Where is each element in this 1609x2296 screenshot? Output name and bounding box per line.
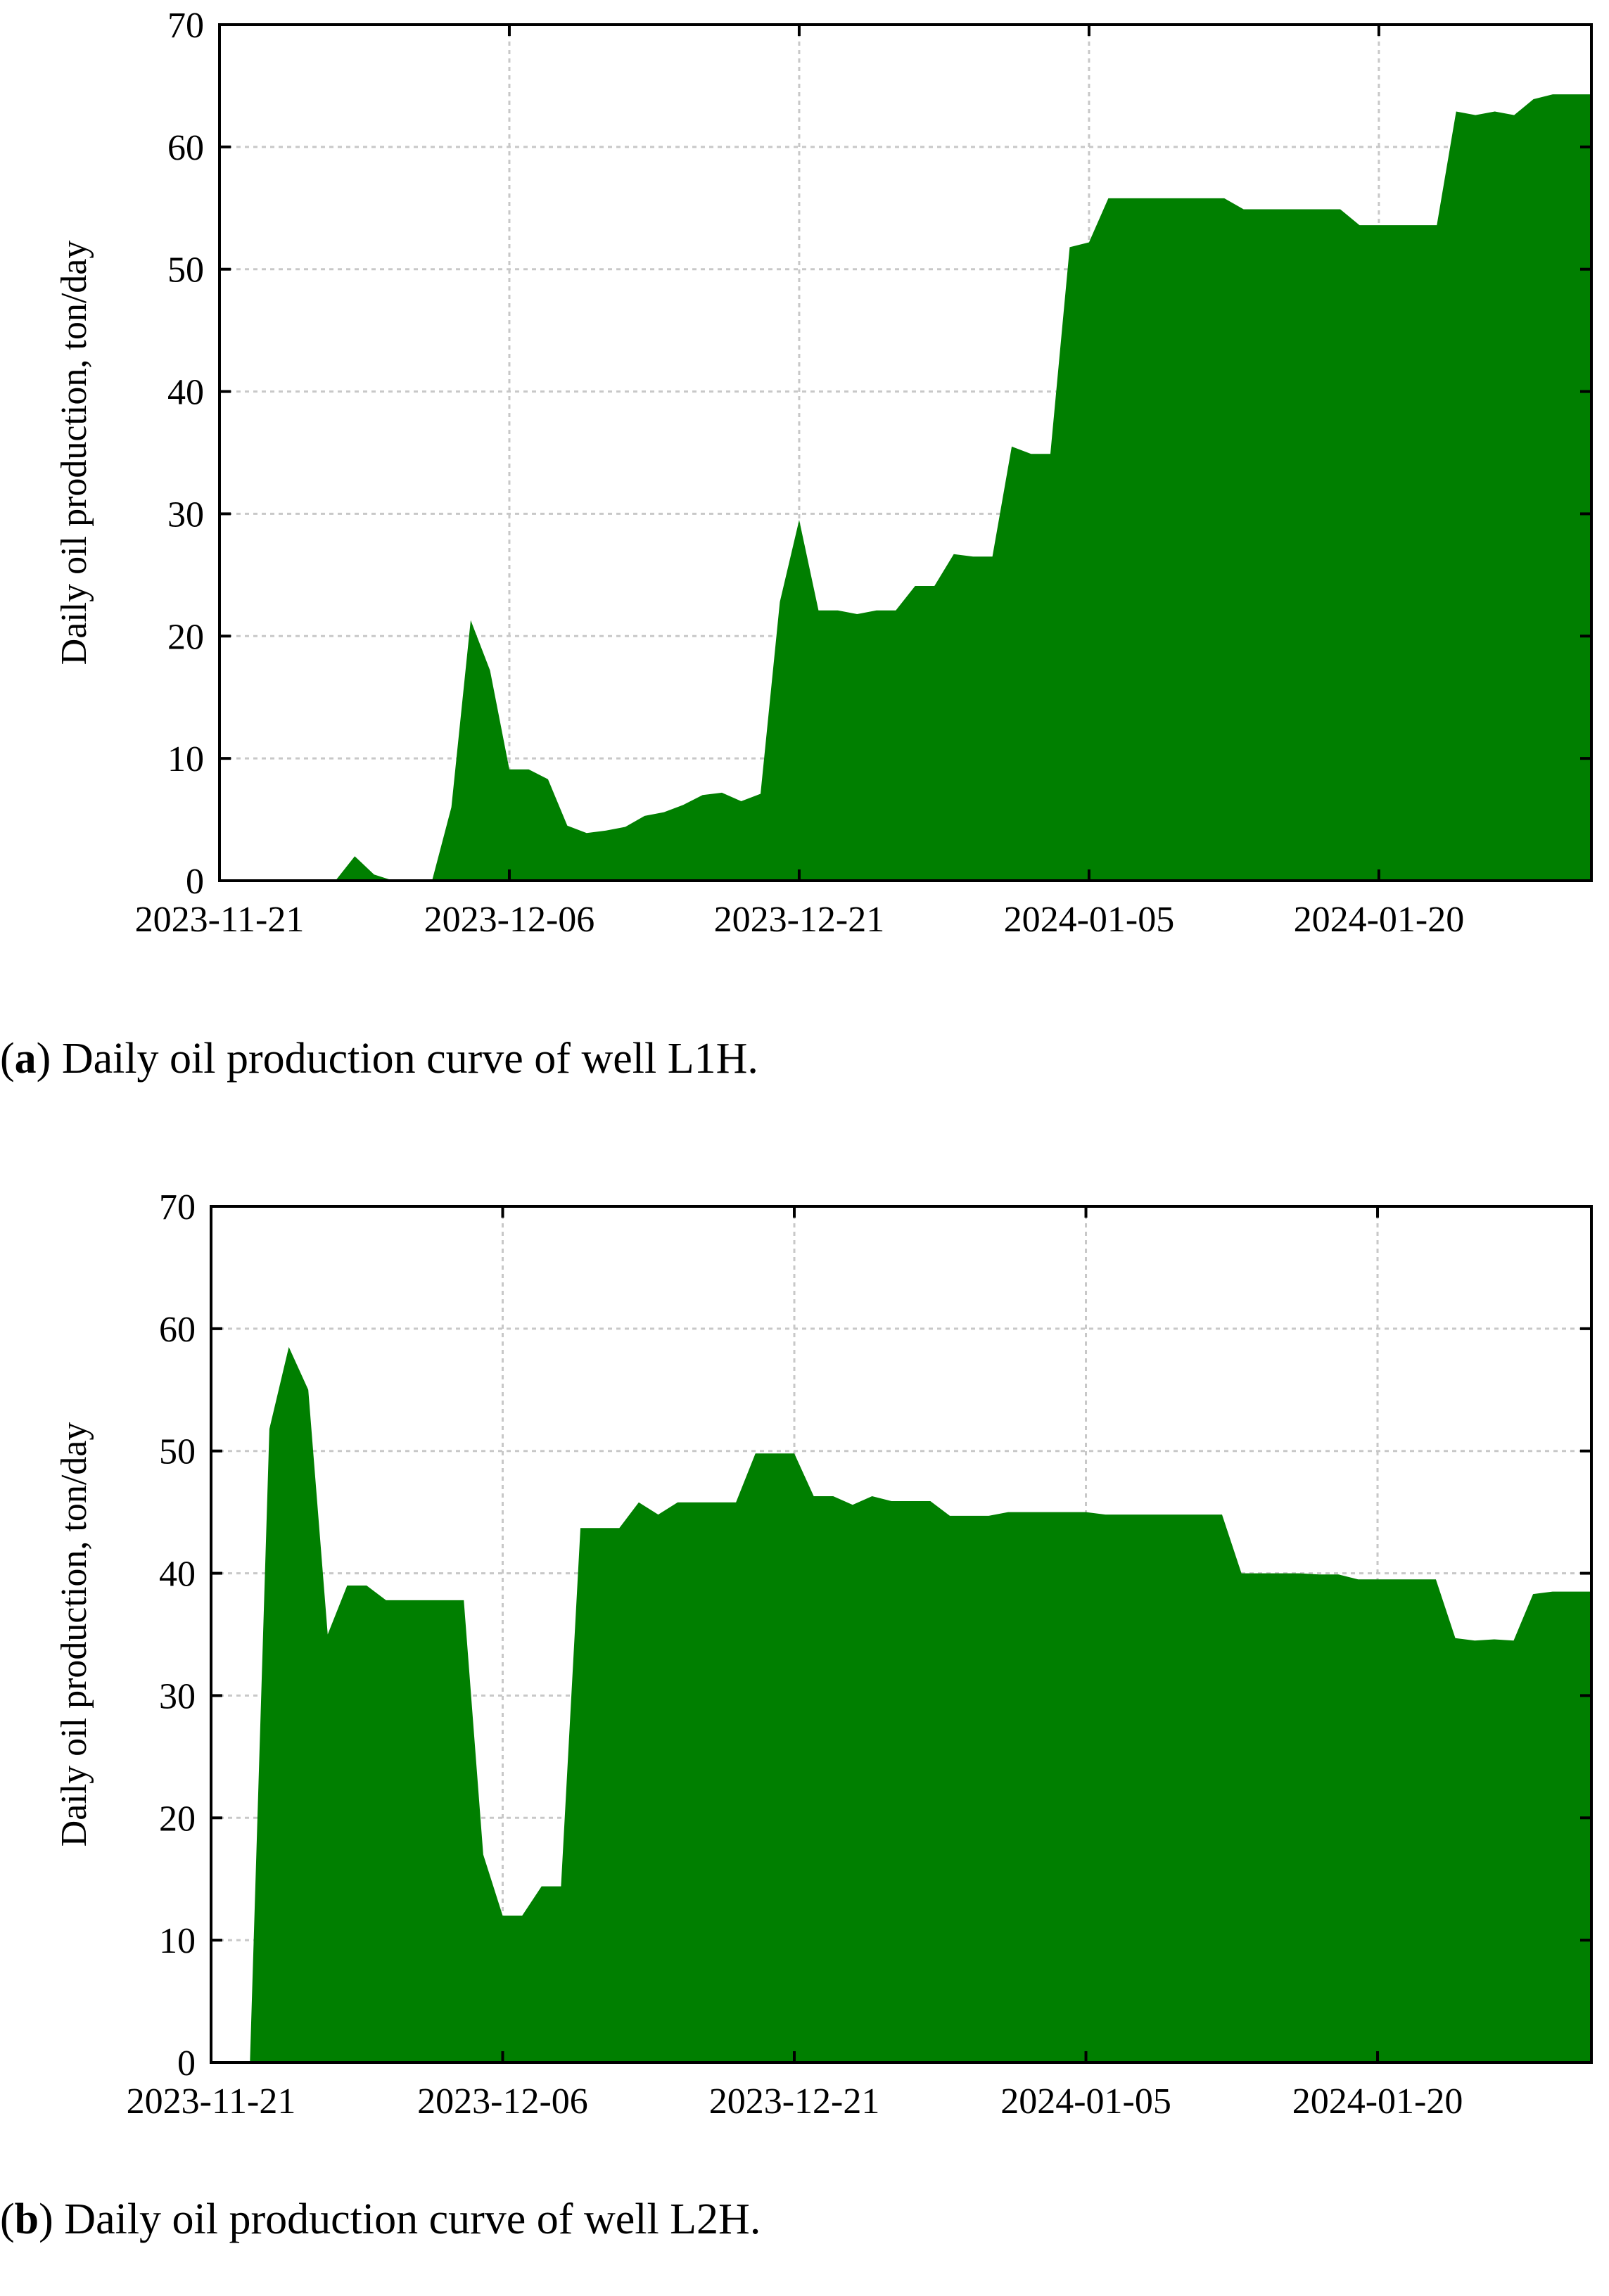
y-tick-label: 20 xyxy=(167,617,204,657)
caption-label: b xyxy=(14,2195,39,2243)
x-tick-label: 2023-12-06 xyxy=(417,2081,588,2122)
y-tick-label: 50 xyxy=(159,1432,196,1472)
figure-b: 2023-11-21 2023-12-06 2023-12-21 2024-01-05… xyxy=(0,1182,1609,2296)
y-tick-label: 70 xyxy=(167,6,204,46)
y-tick-label: 0 xyxy=(177,2043,196,2084)
y-tick-label: 0 xyxy=(186,862,204,902)
x-tick-label: 2024-01-20 xyxy=(1292,2081,1463,2122)
caption-text: Daily oil production curve of well L2H. xyxy=(53,2195,761,2243)
y-tick-label: 10 xyxy=(167,739,204,779)
y-tick-label: 30 xyxy=(159,1676,196,1716)
figure-a: 2023-11-21 2023-12-06 2023-12-21 2024-01-05… xyxy=(0,0,1609,1125)
x-tick-label: 2023-12-21 xyxy=(709,2081,880,2122)
production-area xyxy=(250,1346,1592,2062)
x-tick-label: 2023-11-21 xyxy=(135,900,305,940)
y-tick-label: 20 xyxy=(159,1799,196,1839)
y-axis-title: Daily oil production, ton/day xyxy=(54,241,94,665)
x-tick-label: 2023-12-21 xyxy=(714,900,885,940)
chart-l2h: 2023-11-21 2023-12-06 2023-12-21 2024-01-05… xyxy=(54,1187,1593,2122)
y-tick-label: 50 xyxy=(167,250,204,291)
y-tick-label: 70 xyxy=(159,1187,196,1227)
caption-b: (b) Daily oil production curve of well L… xyxy=(0,2195,761,2243)
plot-frame xyxy=(210,1205,1593,2064)
production-area xyxy=(335,94,1592,881)
plot-frame xyxy=(218,23,1593,882)
caption-label: a xyxy=(14,1035,37,1083)
x-tick-label: 2024-01-05 xyxy=(1000,2081,1171,2122)
x-tick-label: 2024-01-20 xyxy=(1294,900,1465,940)
x-tick-label: 2023-11-21 xyxy=(127,2081,296,2122)
caption-text: Daily oil production curve of well L1H. xyxy=(51,1035,758,1083)
chart-l1h: 2023-11-21 2023-12-06 2023-12-21 2024-01-05… xyxy=(54,6,1593,940)
y-tick-label: 60 xyxy=(159,1310,196,1350)
y-tick-label: 40 xyxy=(167,373,204,413)
y-tick-label: 10 xyxy=(159,1921,196,1961)
x-tick-label: 2023-12-06 xyxy=(424,900,595,940)
y-tick-label: 60 xyxy=(167,128,204,168)
y-tick-label: 30 xyxy=(167,495,204,535)
caption-a: (a) Daily oil production curve of well L… xyxy=(0,1035,758,1083)
y-axis-title: Daily oil production, ton/day xyxy=(54,1422,94,1847)
y-tick-label: 40 xyxy=(159,1555,196,1595)
x-tick-label: 2024-01-05 xyxy=(1004,900,1175,940)
